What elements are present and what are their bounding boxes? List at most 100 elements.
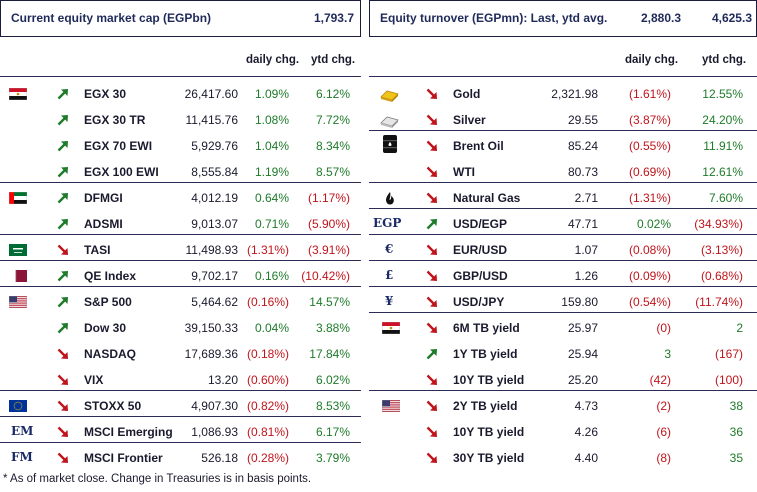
index-name: QE Index (84, 269, 137, 283)
index-name: MSCI Emerging (84, 425, 173, 439)
market-row: Natural Gas 2.71 (1.31%) 7.60% (369, 184, 757, 210)
market-name: 10Y TB yield (453, 373, 525, 387)
ytd-change-header: ytd chg. (702, 54, 747, 66)
index-row: QE Index 9,702.17 0.16% (10.42%) (0, 262, 361, 288)
market-value: 1.26 (574, 269, 598, 283)
turnover-header-title: Equity turnover (EGPmn): Last, ytd avg. (380, 11, 608, 25)
index-ytd-change: (5.90%) (307, 217, 350, 231)
daily-change-header: daily chg. (246, 54, 300, 66)
index-value: 11,498.93 (185, 243, 239, 257)
index-value: 39,150.33 (184, 321, 238, 335)
market-name: 10Y TB yield (453, 425, 525, 439)
market-row: Gold 2,321.98 (1.61%) 12.55% (369, 80, 757, 106)
market-name: 2Y TB yield (453, 399, 518, 413)
row-divider (0, 182, 361, 183)
index-name: EGX 30 TR (84, 113, 146, 127)
market-row: 30Y TB yield 4.40 (8) 35 (369, 444, 757, 470)
market-row: 6M TB yield 25.97 (0) 2 (369, 314, 757, 340)
row-divider (369, 208, 757, 209)
arrow-down-icon (426, 296, 437, 307)
market-value: 29.55 (567, 113, 598, 127)
arrow-down-icon (426, 426, 437, 437)
turnover-ytd-avg-value: 4,625.3 (711, 11, 752, 25)
market-row: EGP USD/EGP 47.71 0.02% (34.93%) (369, 210, 757, 236)
row-divider (369, 312, 757, 313)
market-name: 30Y TB yield (453, 451, 525, 465)
market-name: Natural Gas (453, 191, 521, 205)
market-value: 159.80 (561, 295, 598, 309)
market-daily-change: (1.61%) (628, 87, 671, 101)
index-row: TASI 11,498.93 (1.31%) (3.91%) (0, 236, 361, 262)
index-name: NASDAQ (84, 347, 137, 361)
market-value: 4.26 (574, 425, 598, 439)
em-symbol-icon: EM (11, 424, 34, 438)
oil-barrel-icon (383, 135, 397, 153)
index-ytd-change: (10.42%) (301, 269, 350, 283)
index-daily-change: 1.19% (254, 165, 289, 179)
index-ytd-change: 3.79% (315, 451, 350, 465)
arrow-down-icon (426, 400, 437, 411)
market-daily-change: (1.31%) (628, 191, 671, 205)
market-ytd-change: (11.74%) (695, 295, 743, 309)
commodities-fx-panel: Equity turnover (EGPmn): Last, ytd avg. … (369, 0, 757, 465)
arrow-up-icon (426, 219, 437, 230)
market-ytd-change: 2 (736, 321, 743, 335)
turnover-last-value: 2,880.3 (641, 11, 682, 25)
index-row: DFMGI 4,012.19 0.64% (1.17%) (0, 184, 361, 210)
index-daily-change: (0.18%) (246, 347, 289, 361)
index-name: DFMGI (84, 191, 123, 205)
arrow-up-icon (57, 193, 68, 204)
market-name: Gold (453, 87, 481, 101)
market-daily-change: (0.54%) (628, 295, 671, 309)
fm-symbol-icon: FM (11, 450, 33, 464)
index-ytd-change: 6.12% (315, 87, 350, 101)
market-ytd-change: 24.20% (702, 113, 743, 127)
market-value: 25.94 (567, 347, 598, 361)
saudi-flag-icon (9, 244, 27, 256)
market-name: USD/JPY (453, 295, 505, 309)
index-value: 11,415.76 (185, 113, 239, 127)
index-daily-change: (0.28%) (246, 451, 289, 465)
gold-bar-icon (380, 90, 399, 102)
index-ytd-change: 14.57% (309, 295, 350, 309)
arrow-down-icon (426, 192, 437, 203)
arrow-up-icon (57, 167, 68, 178)
flame-icon (386, 192, 394, 205)
market-name: WTI (453, 165, 475, 179)
index-name: ADSMI (84, 217, 123, 231)
market-row: Brent Oil 85.24 (0.55%) 11.91% (369, 132, 757, 158)
market-ytd-change: (167) (714, 347, 743, 361)
market-name: Brent Oil (453, 139, 504, 153)
market-ytd-change: (3.13%) (700, 243, 743, 257)
arrow-down-icon (426, 114, 437, 125)
market-value: 25.97 (567, 321, 598, 335)
market-daily-change: (6) (656, 425, 671, 439)
market-row: 2Y TB yield 4.73 (2) 38 (369, 392, 757, 418)
index-daily-change: 0.64% (254, 191, 289, 205)
arrow-down-icon (426, 140, 437, 151)
index-row: EGX 100 EWI 8,555.84 1.19% 8.57% (0, 158, 361, 184)
index-row: ADSMI 9,013.07 0.71% (5.90%) (0, 210, 361, 236)
row-divider (0, 76, 361, 77)
index-value: 9,702.17 (191, 269, 238, 283)
market-daily-change: 0.02% (636, 217, 671, 231)
market-daily-change: (0.55%) (628, 139, 671, 153)
index-ytd-change: 8.34% (315, 139, 350, 153)
arrow-down-icon (57, 400, 68, 411)
turnover-header: Equity turnover (EGPmn): Last, ytd avg. … (369, 0, 757, 37)
market-name: USD/EGP (453, 217, 508, 231)
market-ytd-change: 11.91% (703, 139, 743, 153)
market-ytd-change: (100) (714, 373, 743, 387)
arrow-down-icon (57, 244, 68, 255)
gbp-symbol-icon: £ (385, 268, 394, 282)
row-divider (369, 390, 757, 391)
index-daily-change: 0.16% (254, 269, 289, 283)
arrow-down-icon (426, 374, 437, 385)
index-value: 5,929.76 (191, 139, 238, 153)
market-value: 85.24 (567, 139, 598, 153)
silver-bar-icon (380, 116, 399, 128)
index-name: EGX 30 (84, 87, 127, 101)
row-divider (369, 130, 757, 131)
index-name: Dow 30 (84, 321, 127, 335)
index-name: S&P 500 (84, 295, 132, 309)
